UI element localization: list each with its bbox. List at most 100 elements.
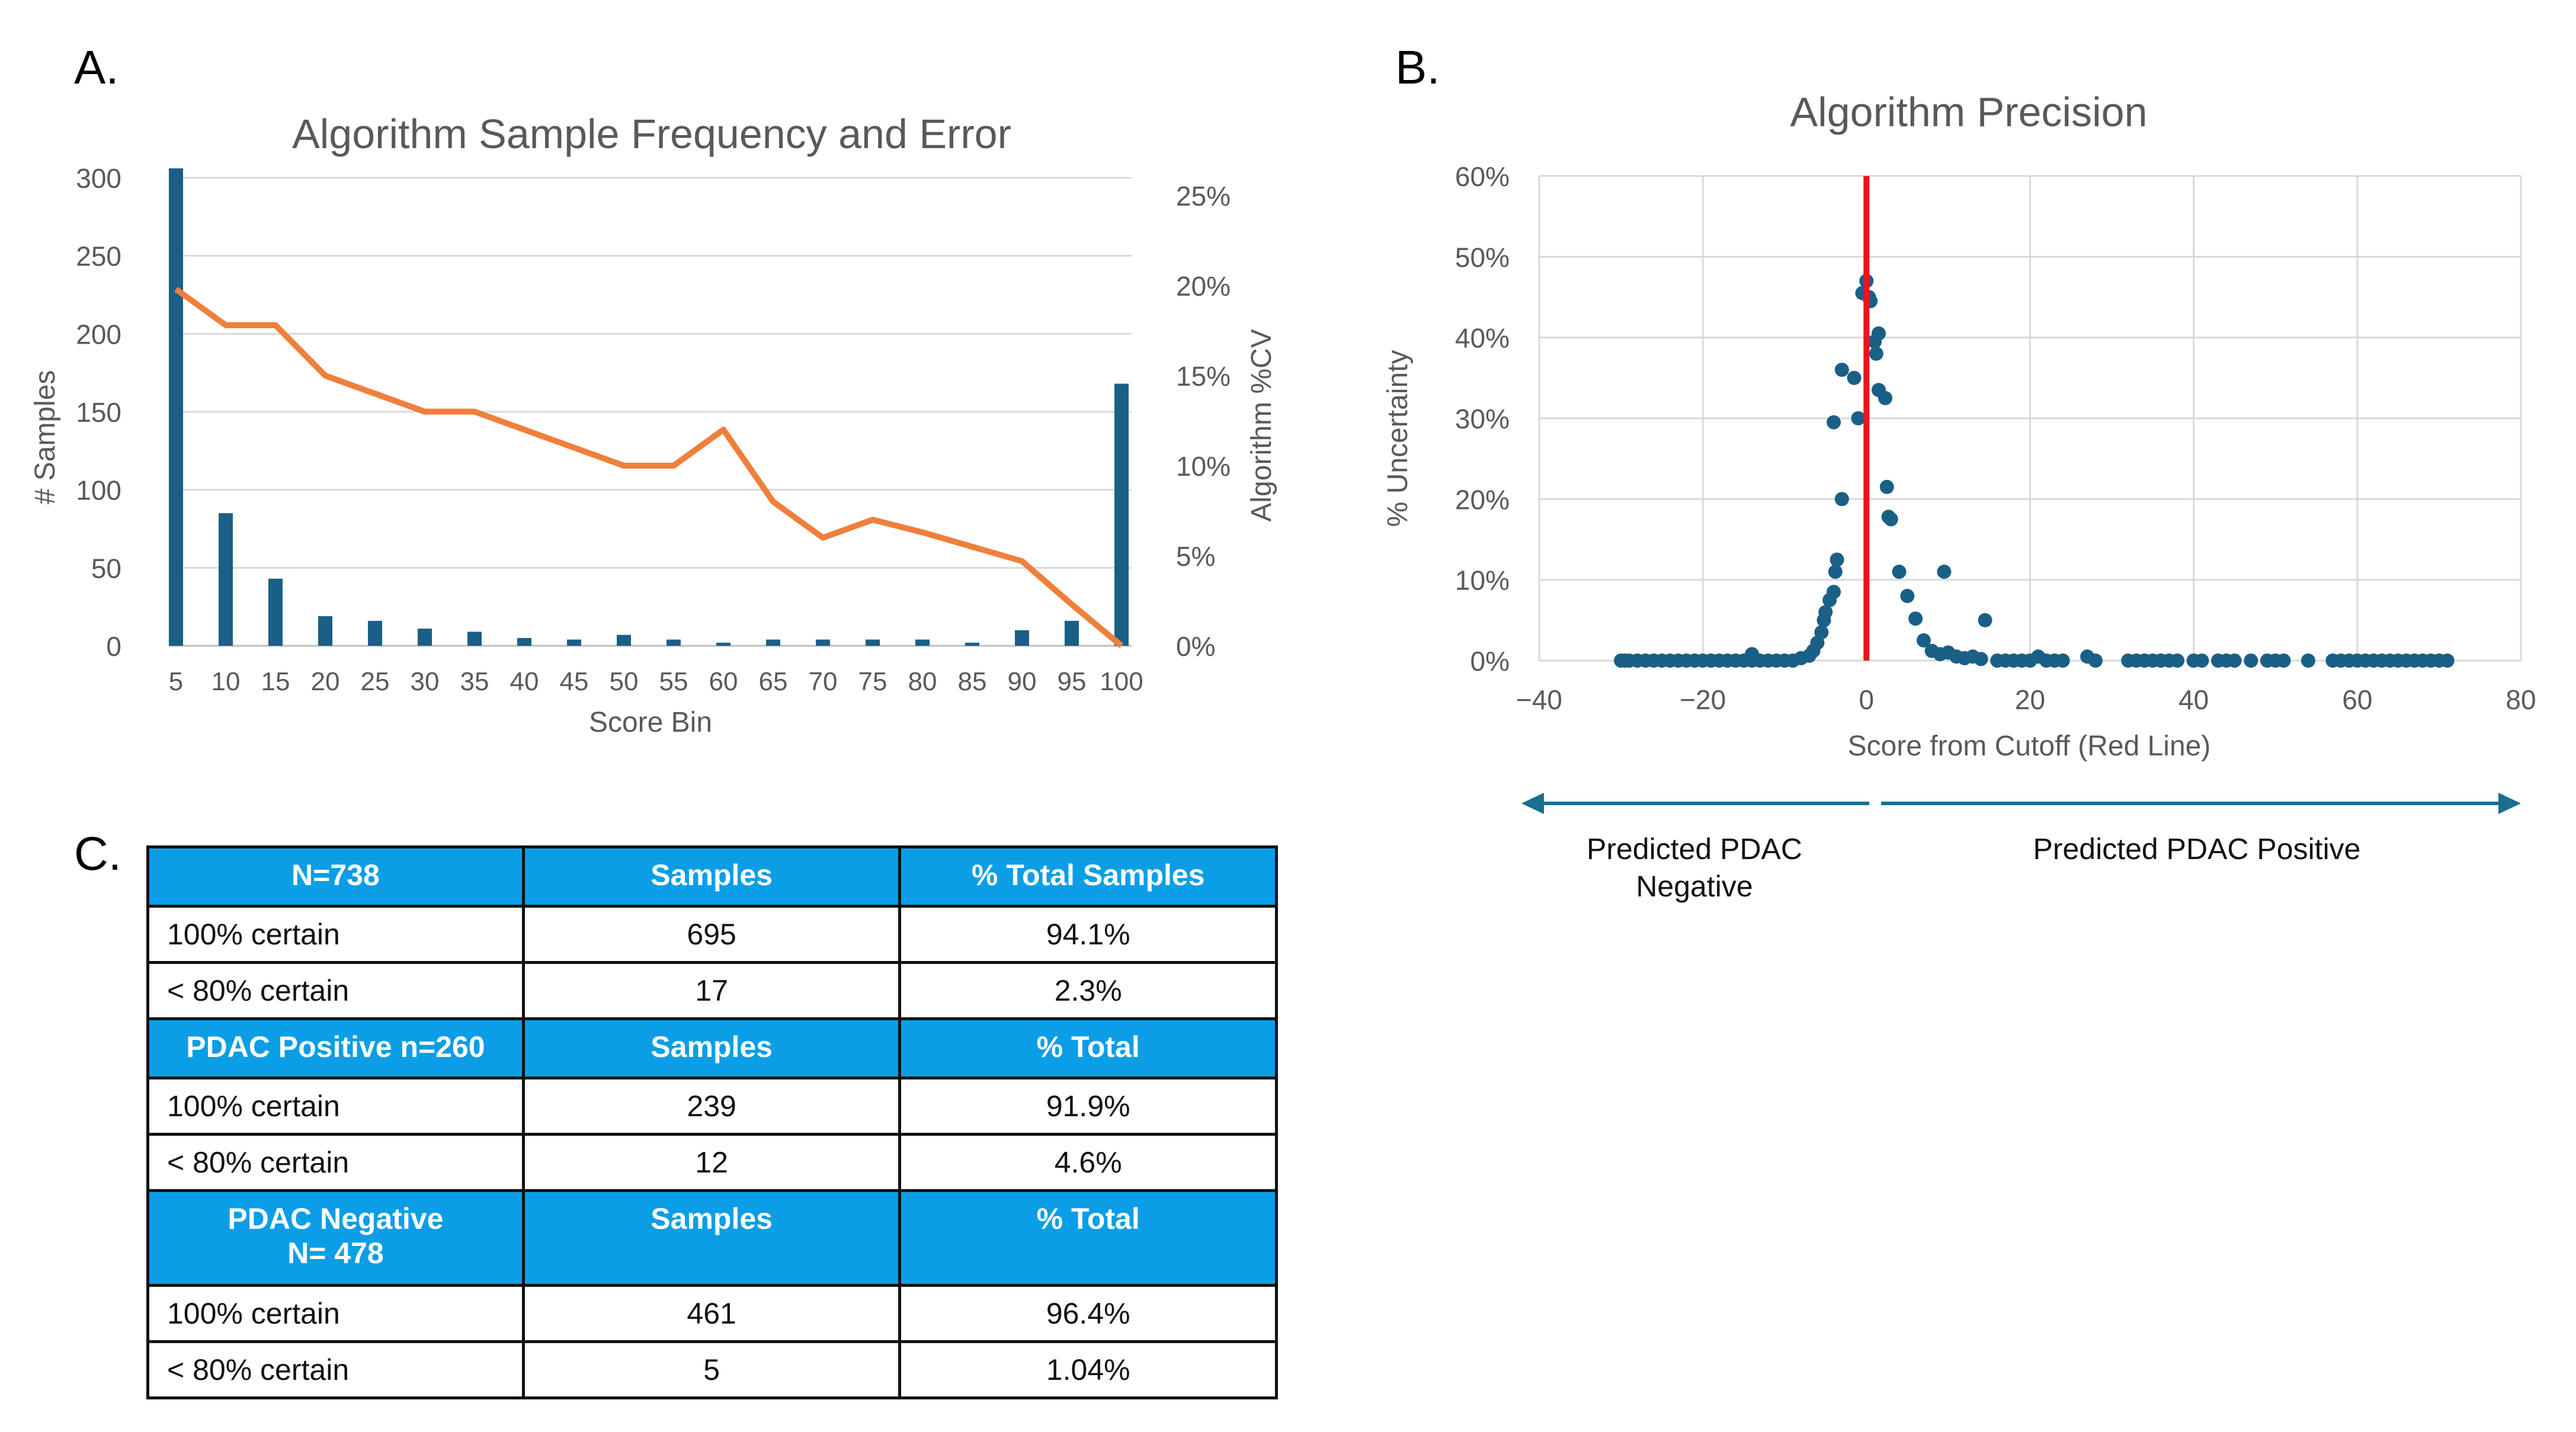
scatter-point <box>2227 653 2242 668</box>
bar <box>169 168 183 646</box>
y2-tick-label: 10% <box>1176 451 1231 482</box>
bar <box>318 616 332 646</box>
table-header-row: PDAC Positive n=260 Samples% Total <box>146 1017 1278 1079</box>
table-cell: 96.4% <box>898 1284 1278 1343</box>
table-header-cell: Samples <box>521 845 902 908</box>
scatter-point <box>1834 363 1849 377</box>
chart-a-title: Algorithm Sample Frequency and Error <box>292 111 1011 157</box>
scatter-point <box>1879 479 1894 494</box>
bar <box>1114 383 1129 646</box>
scatter-point <box>1937 565 1952 579</box>
table-cell: 12 <box>521 1133 902 1192</box>
bar <box>219 513 233 646</box>
bar <box>766 639 780 646</box>
table-row: < 80% certain 12 4.6% <box>146 1133 1278 1192</box>
table-cell: 2.3% <box>898 961 1278 1020</box>
bar <box>716 642 730 646</box>
scatter-point <box>1978 613 1992 627</box>
scatter-point <box>1973 652 1988 667</box>
table-cell: 5 <box>521 1340 902 1399</box>
y-tick-label: 100 <box>76 475 121 506</box>
x-tick-label: 45 <box>560 667 589 696</box>
panel-label-a: A. <box>74 41 119 94</box>
y-tick-label: 200 <box>76 319 121 350</box>
scatter-point <box>1881 510 1896 524</box>
scatter-point <box>2440 653 2455 668</box>
table-cell: 695 <box>521 905 902 964</box>
y-tick-label: 60% <box>1455 161 1510 192</box>
scatter-point <box>1872 326 1886 341</box>
positive-label: Predicted PDAC Positive <box>2033 832 2360 866</box>
scatter-point <box>1869 346 1883 361</box>
bar <box>517 637 531 646</box>
cv-line <box>174 287 1124 648</box>
scatter-point <box>2194 653 2209 668</box>
scatter-point <box>1878 390 1893 405</box>
negative-label: Predicted PDAC Negative <box>1587 832 1802 903</box>
table-cell: 100% certain <box>146 1284 525 1343</box>
x-tick-label: 70 <box>809 667 838 696</box>
y2-tick-label: 20% <box>1176 271 1231 302</box>
y-tick-label: 300 <box>76 163 121 194</box>
y-tick-label: 10% <box>1455 565 1510 596</box>
table-row: 100% certain 461 96.4% <box>146 1284 1278 1343</box>
table-header-cell: % Total <box>898 1189 1278 1287</box>
table-cell: 17 <box>521 961 902 1020</box>
chart-a-ylabel: # Samples <box>30 370 61 505</box>
chart-a-y2label: Algorithm %CV <box>1246 329 1277 521</box>
scatter-point <box>1900 588 1915 603</box>
y-tick-label: 250 <box>76 241 121 272</box>
x-tick-label: 95 <box>1058 667 1087 696</box>
bar <box>368 620 382 646</box>
x-tick-label: 55 <box>659 667 688 696</box>
bar <box>965 642 979 646</box>
panel-label-b: B. <box>1395 41 1440 94</box>
table-header-cell: PDAC Negative N= 478 <box>146 1189 525 1287</box>
x-tick-label: 65 <box>759 667 788 696</box>
bar <box>667 639 681 646</box>
table-cell: 461 <box>521 1284 902 1343</box>
x-tick-label: 10 <box>212 667 241 696</box>
precision-chart: Algorithm Precision 0% 10% 20% 30% 40% 50% 60%… <box>1382 89 2536 903</box>
panel-label-c: C. <box>74 827 121 880</box>
table-cell: < 80% certain <box>146 1133 525 1192</box>
y2-tick-label: 5% <box>1176 541 1215 572</box>
scatter-point <box>1847 370 1861 385</box>
negative-arrow <box>1521 793 1869 814</box>
x-tick-label: 80 <box>2505 684 2536 715</box>
y-tick-label: 0% <box>1470 646 1510 677</box>
scatter-point <box>2088 653 2103 668</box>
table-header-row: N=738 Samples% Total Samples <box>146 845 1278 908</box>
x-tick-label: 80 <box>908 667 937 696</box>
x-tick-label: 60 <box>2342 684 2372 715</box>
x-tick-label: 0 <box>1859 684 1875 715</box>
y-tick-label: 40% <box>1455 323 1510 354</box>
bar <box>617 635 631 646</box>
table-row: 100% certain 695 94.1% <box>146 905 1278 964</box>
certainty-table: N=738 Samples% Total Samples 100% certain 6… <box>146 845 1278 1399</box>
table-row: < 80% certain 17 2.3% <box>146 961 1278 1020</box>
table-cell: < 80% certain <box>146 1340 525 1399</box>
table-cell: 100% certain <box>146 905 525 964</box>
bar <box>467 632 482 646</box>
table-header-cell: Samples <box>521 1189 902 1287</box>
y-tick-label: 150 <box>76 397 121 428</box>
scatter-point <box>1834 492 1849 507</box>
x-tick-label: 25 <box>361 667 390 696</box>
table-header-cell: N=738 <box>146 845 525 908</box>
scatter-point <box>1916 633 1931 648</box>
table-row: < 80% certain 5 1.04% <box>146 1340 1278 1399</box>
bar <box>915 639 930 646</box>
bar <box>1065 620 1079 646</box>
y2-tick-label: 25% <box>1176 181 1231 212</box>
scatter-point <box>2170 653 2185 668</box>
scatter-point <box>2055 653 2070 668</box>
x-tick-label: 30 <box>411 667 440 696</box>
x-tick-label: 85 <box>958 667 987 696</box>
bar <box>567 639 581 646</box>
chart-a-xlabel: Score Bin <box>589 707 712 738</box>
y-tick-label: 50% <box>1455 242 1510 273</box>
table-header-row: PDAC Negative N= 478 Samples% Total <box>146 1189 1278 1287</box>
table-header-cell: Samples <box>521 1017 902 1079</box>
x-tick-label: −40 <box>1516 684 1562 715</box>
